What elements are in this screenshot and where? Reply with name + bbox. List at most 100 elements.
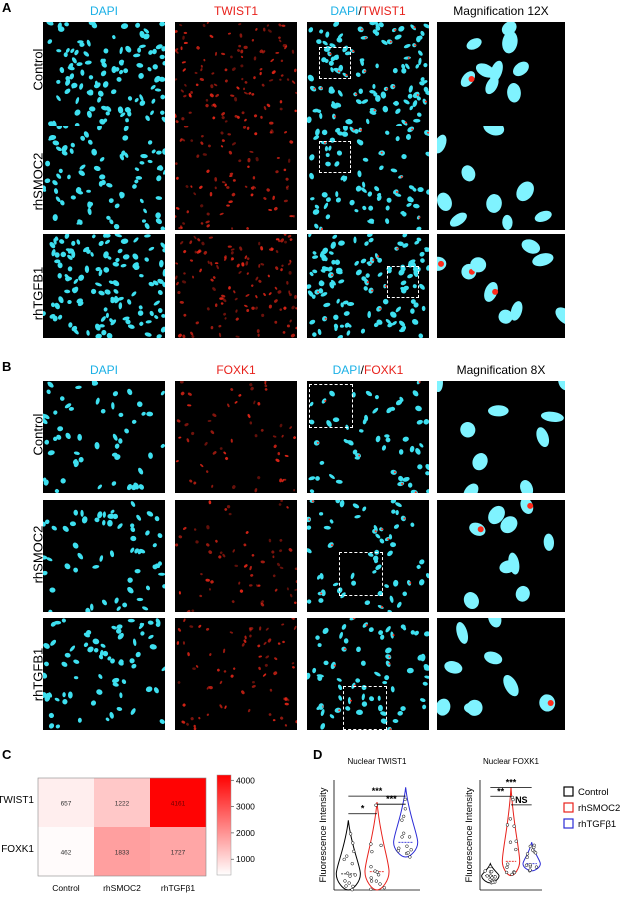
violin-point-1-1-13 xyxy=(511,797,515,802)
legend-label-1: rhSMOC2 xyxy=(578,803,620,814)
violin-point-0-1-10 xyxy=(369,865,373,869)
panel-c-letter: C xyxy=(2,747,12,762)
violin-point-1-0-12 xyxy=(491,880,495,884)
heatmap-row-label-foxk1: FOXK1 xyxy=(1,844,34,855)
zoom-region-box xyxy=(343,686,387,730)
zoom-region-box xyxy=(319,141,351,173)
violin-point-0-0-10 xyxy=(342,857,346,862)
panel-a-col3-title: DAPI/TWIST1 xyxy=(307,4,429,18)
heatmap-cell-value-1-0: 462 xyxy=(61,850,72,857)
gridA-tile-r2-c2 xyxy=(175,126,297,230)
gridB-tile-r3-c2 xyxy=(175,618,297,730)
gridA-tile-r3-c2 xyxy=(175,234,297,338)
gridB-tile-r2-c3 xyxy=(307,500,429,612)
violin-point-0-2-9 xyxy=(407,835,412,839)
violin-point-1-2-6 xyxy=(528,844,532,848)
zoom-region-box xyxy=(387,266,419,298)
heatmap-row-label-twist1: TWIST1 xyxy=(0,795,34,806)
violin-point-1-0-13 xyxy=(490,870,494,874)
violin-point-1-1-10 xyxy=(508,840,513,844)
violin-point-0-0-0 xyxy=(347,881,351,885)
gridB-tile-r3-c3 xyxy=(307,618,429,730)
violin-point-0-1-3 xyxy=(379,843,383,848)
violin-0-1 xyxy=(364,801,390,891)
violin-point-1-1-8 xyxy=(514,839,518,843)
violin-point-1-0-4 xyxy=(488,864,492,869)
panel-b-col1-title: DAPI xyxy=(89,363,118,377)
heatmap-frame xyxy=(37,777,207,877)
gridB-tile-r1-c4 xyxy=(437,381,565,493)
heatmap-cell-value-0-2: 4161 xyxy=(171,801,186,808)
violin-point-0-1-12 xyxy=(378,882,382,886)
violin-point-0-1-2 xyxy=(369,887,373,891)
violin-point-1-2-10 xyxy=(528,863,532,867)
violin-point-0-0-7 xyxy=(352,849,356,854)
violin-point-0-2-10 xyxy=(397,846,401,850)
legend-label-0: Control xyxy=(578,787,609,798)
legend-label-2: rhTGFβ1 xyxy=(578,819,616,830)
colorbar-tick-label: 1000 xyxy=(236,854,255,864)
violin-point-0-2-11 xyxy=(403,807,407,811)
gridA-tile-r1-c3 xyxy=(307,22,429,126)
panel-b-letter: B xyxy=(2,359,12,374)
significance-label-1-0: ** xyxy=(497,786,505,796)
violin-0-2 xyxy=(393,787,419,858)
violin-point-1-1-4 xyxy=(514,847,518,852)
gridA-tile-r1-c1 xyxy=(43,22,165,126)
violin-point-0-2-8 xyxy=(405,844,409,848)
gridB-tile-r1-c2 xyxy=(175,381,297,493)
violin-point-1-2-7 xyxy=(525,852,530,856)
violin-point-0-0-8 xyxy=(344,884,348,888)
zoom-region-box xyxy=(319,47,351,79)
violin-point-0-0-4 xyxy=(350,888,354,892)
heatmap-colorbar xyxy=(216,774,232,876)
violin-point-0-0-5 xyxy=(351,884,355,889)
violin-point-0-0-1 xyxy=(348,832,353,836)
violin-point-0-2-3 xyxy=(400,818,404,822)
violin-point-0-0-9 xyxy=(343,879,347,883)
violin-point-1-1-11 xyxy=(504,870,509,875)
gridB-tile-r1-c3 xyxy=(307,381,429,493)
heatmap-cell-value-0-0: 657 xyxy=(61,801,72,808)
violin-point-0-1-7 xyxy=(369,876,373,880)
violin-point-0-2-0 xyxy=(409,848,413,852)
heatmap-cell-0-1 xyxy=(94,778,150,827)
heatmap-cell-value-0-1: 1222 xyxy=(115,801,130,808)
heatmap-cell-1-2 xyxy=(150,827,206,876)
gridB-tile-r2-c1 xyxy=(43,500,165,612)
zoom-region-box xyxy=(339,552,383,596)
violin-point-1-0-8 xyxy=(493,875,497,879)
violin-point-0-1-13 xyxy=(374,803,378,807)
violin-point-1-2-5 xyxy=(532,845,536,850)
heatmap-col-label-control: Control xyxy=(52,883,80,893)
heatmap-col-label-smoc2: rhSMOC2 xyxy=(103,883,141,893)
violin-0-0 xyxy=(335,820,361,891)
violin-point-0-2-12 xyxy=(408,855,412,859)
violin-title-1: Nuclear FOXK1 xyxy=(483,757,540,766)
heatmap-cell-1-1 xyxy=(94,827,150,876)
panel-b-col2-title: FOXK1 xyxy=(216,363,256,377)
gridA-tile-r3-c1 xyxy=(43,234,165,338)
violin-point-1-1-9 xyxy=(505,865,509,869)
violin-point-0-2-1 xyxy=(400,835,404,839)
violin-point-1-1-5 xyxy=(505,823,510,827)
colorbar-tick-label: 4000 xyxy=(236,775,255,785)
significance-label-1-2: NS xyxy=(515,795,528,805)
violin-ylabel-1: Fluorescence Intensity xyxy=(464,787,475,882)
heatmap-cell-value-1-2: 1727 xyxy=(171,850,186,857)
violin-point-0-2-5 xyxy=(401,831,406,835)
merge-signal: FOXK1 xyxy=(364,363,404,377)
violin-point-0-0-3 xyxy=(345,854,349,858)
violin-point-0-1-0 xyxy=(369,879,374,883)
gridA-tile-r1-c4 xyxy=(437,22,565,126)
violin-point-0-0-13 xyxy=(351,841,355,845)
violin-point-0-2-7 xyxy=(403,797,407,802)
panel-a-col4-title: Magnification 12X xyxy=(453,4,549,18)
gridA-tile-r1-c2 xyxy=(175,22,297,126)
zoom-region-box xyxy=(309,384,353,428)
violin-point-0-0-12 xyxy=(348,874,352,878)
panel-a-col1-title: DAPI xyxy=(89,4,118,18)
merge-sep: / xyxy=(358,4,362,18)
violin-point-0-0-11 xyxy=(345,871,350,875)
